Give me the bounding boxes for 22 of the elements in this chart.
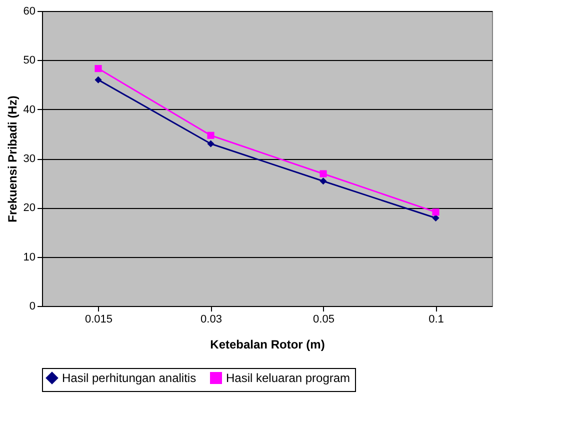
- point: [432, 208, 440, 216]
- point: [94, 76, 102, 84]
- point: [320, 170, 327, 178]
- x-tick-label: 0.03: [200, 314, 222, 326]
- point: [207, 132, 214, 139]
- x-tick-label: 0.015: [84, 314, 113, 326]
- y-tick-label: 30: [23, 153, 36, 165]
- y-tick-label: 60: [23, 6, 36, 18]
- legend-label: Hasil perhitungan analitis: [62, 371, 196, 385]
- point: [320, 178, 327, 185]
- x-tick-label: 0.05: [313, 314, 334, 326]
- y-tick-label: 40: [23, 104, 36, 116]
- x-tick-label: 0.1: [428, 314, 444, 326]
- legend-label: Hasil keluaran program: [226, 371, 350, 385]
- x-axis-title: Ketebalan Rotor (m): [210, 338, 325, 352]
- y-tick-label: 20: [23, 202, 36, 214]
- y-axis-title: Frekuensi Pribadi (Hz): [5, 96, 20, 222]
- y-tick-label: 0: [29, 300, 36, 312]
- point: [94, 64, 102, 72]
- point: [207, 140, 214, 148]
- y-tick-label: 10: [23, 251, 36, 264]
- y-tick-label: 50: [23, 54, 36, 67]
